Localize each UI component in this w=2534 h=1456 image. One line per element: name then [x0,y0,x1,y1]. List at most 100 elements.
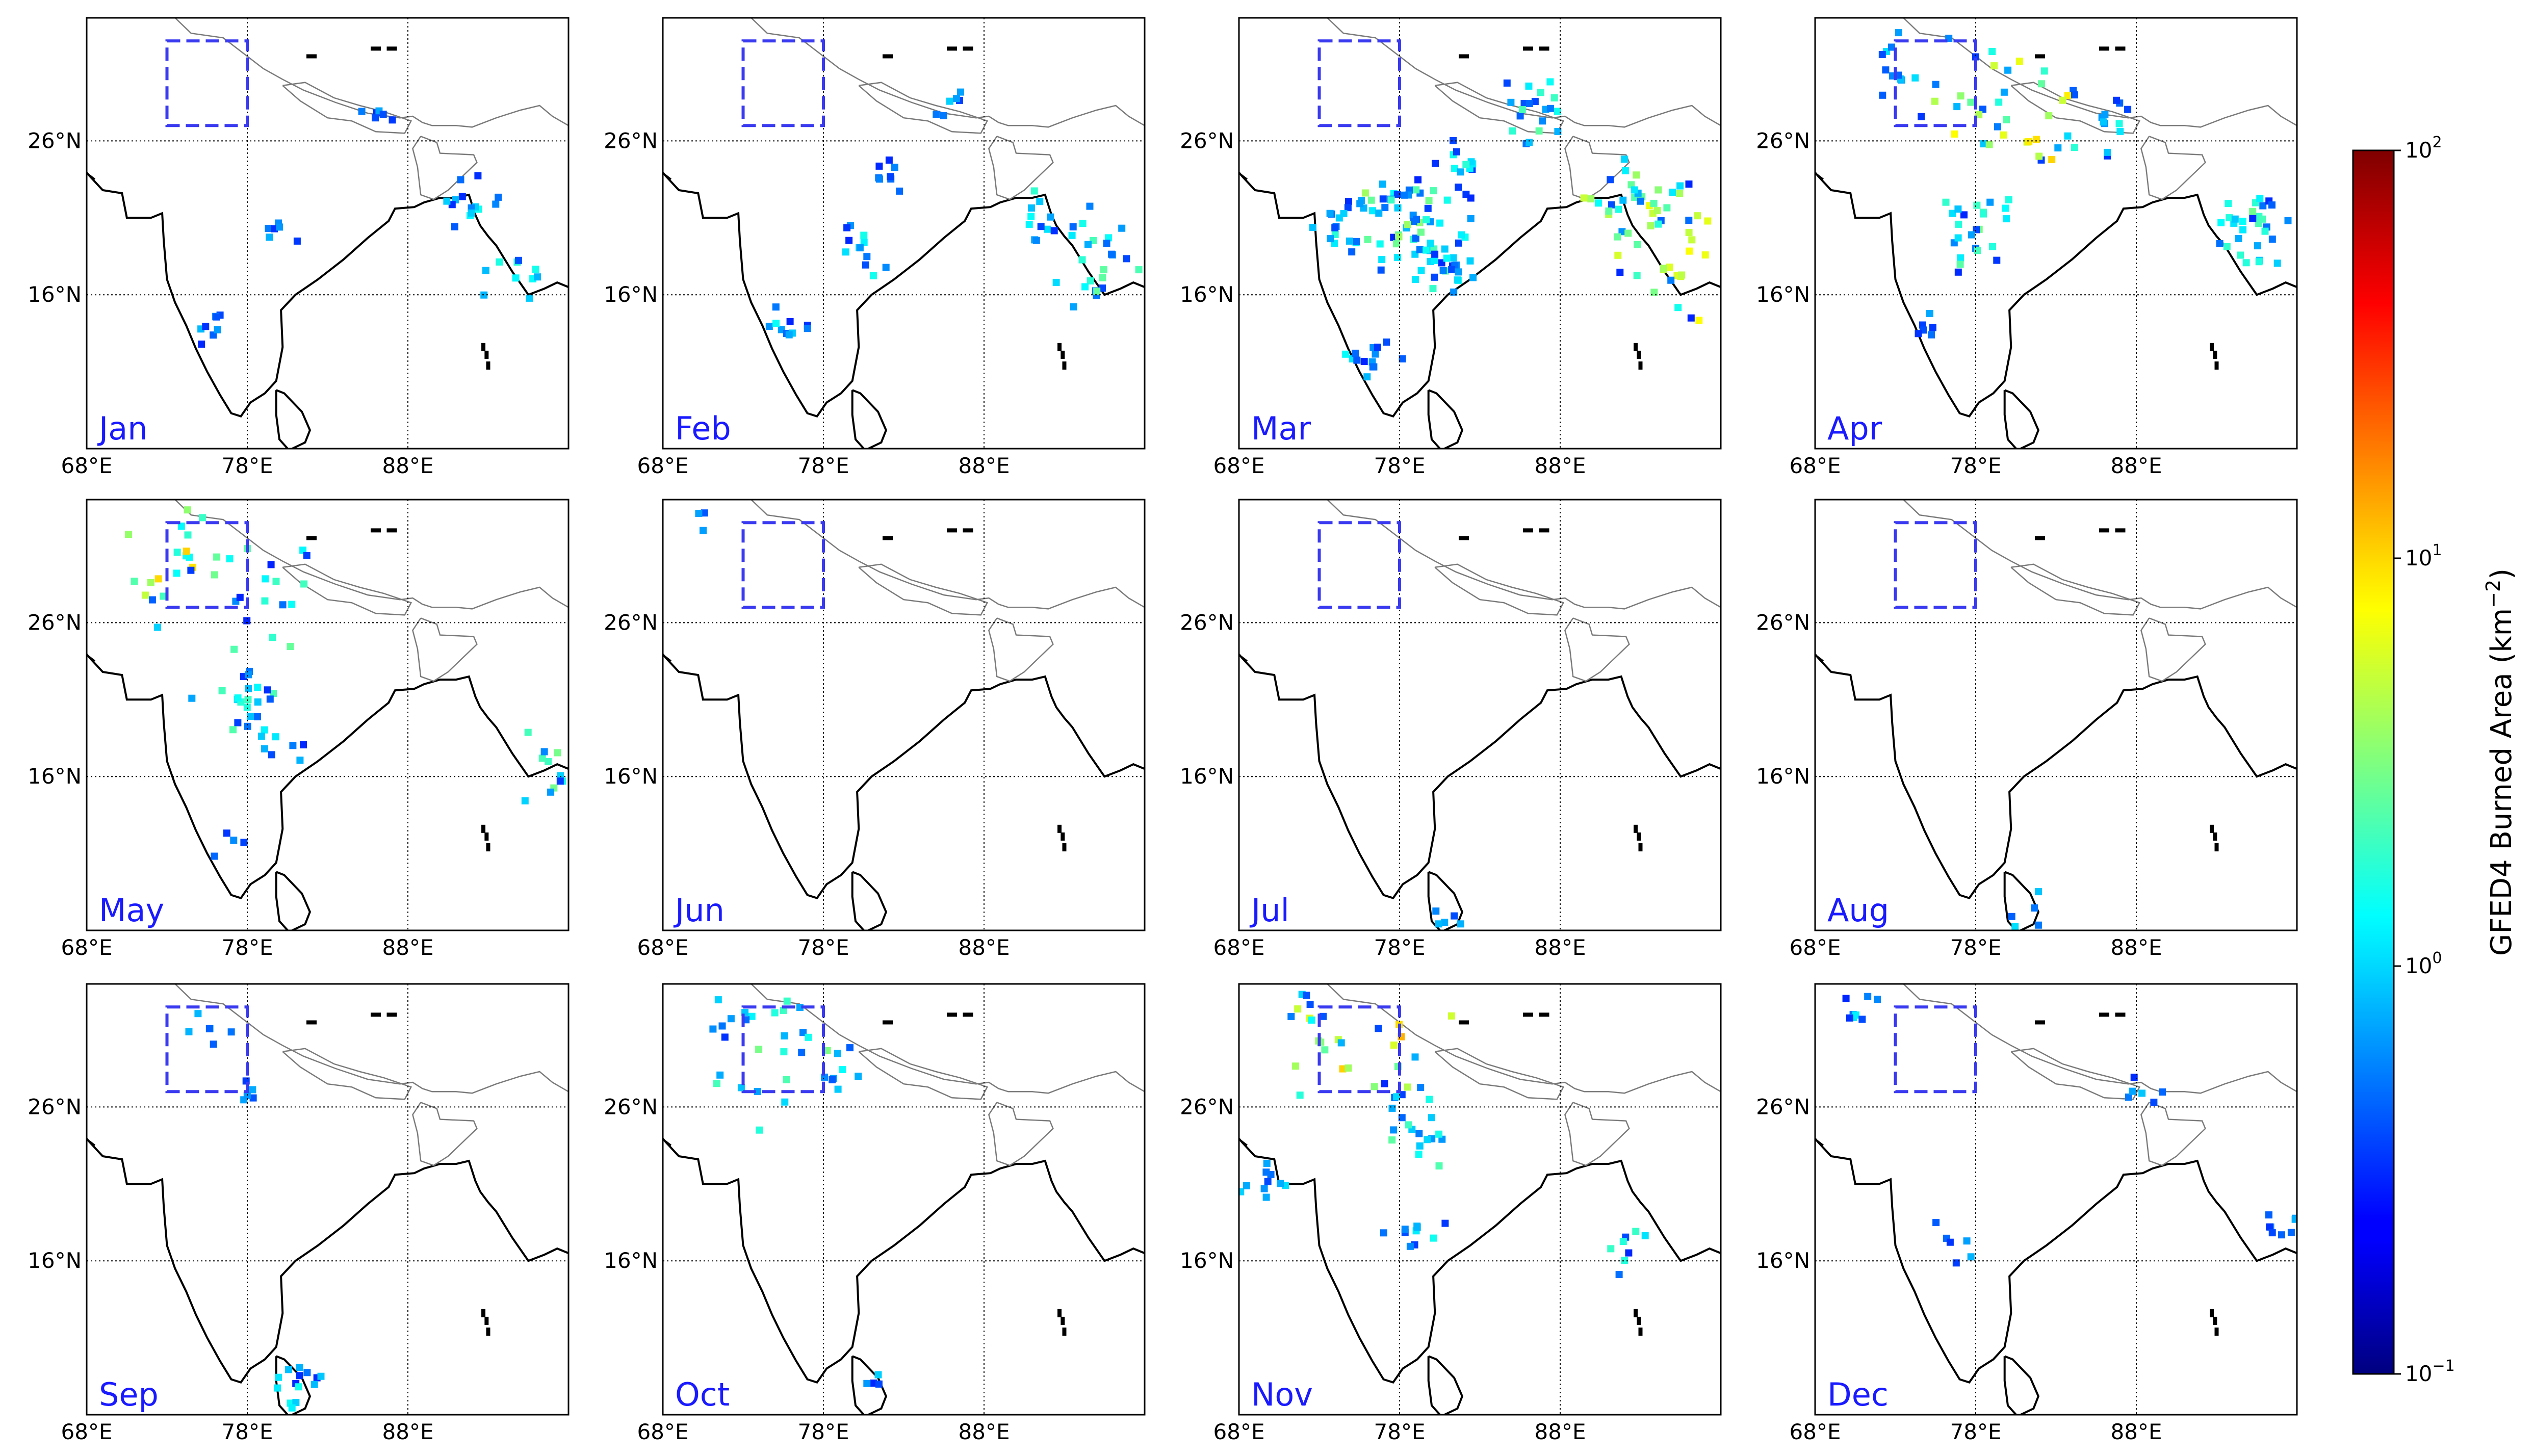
lat-tick-label: 26°N [1180,1094,1234,1119]
burned-pixel [842,248,849,256]
lon-tick-label: 68°E [637,1419,689,1444]
burned-pixel [1339,1065,1347,1073]
burned-pixel [1413,1224,1421,1231]
panel-frame [86,499,570,931]
burned-pixel [1625,1249,1633,1257]
month-label: Jul [1249,892,1289,929]
burned-pixel [236,593,244,601]
lat-tick-label: 16°N [1180,282,1234,307]
burned-pixel [1411,1053,1419,1061]
burned-pixel [780,1048,788,1056]
lake [2115,46,2126,51]
burned-pixel [1641,1232,1649,1239]
burned-pixel [1954,205,1962,213]
coastline [1239,1137,1721,1384]
study-region-box [165,521,249,609]
bangladesh-border [988,617,1054,682]
lake [1459,1020,1469,1025]
lon-tick-label: 68°E [1790,935,1841,960]
burned-pixel [1888,43,1895,51]
burned-pixel [1455,184,1462,191]
colorbar-tick-label: 101 [2405,541,2442,570]
burned-pixel [1404,221,1411,228]
burned-pixel [187,566,195,574]
burned-pixel [2217,219,2225,226]
burned-pixel [1654,186,1662,194]
burned-pixel [1451,165,1458,172]
burned-pixel [860,231,868,239]
burned-pixel [2268,236,2276,243]
burned-pixel [227,1028,235,1036]
lake [883,54,893,59]
burned-pixel [311,1381,318,1388]
panel-frame [1814,983,2298,1416]
burned-pixel [1099,284,1106,292]
burned-pixel [229,726,237,734]
lat-tick-label: 26°N [28,1094,82,1119]
burned-pixel [1123,255,1130,263]
burned-pixel [2235,235,2242,242]
colorbar-gradient [2352,149,2395,1375]
month-label: Feb [675,410,731,447]
burned-pixel [839,1066,846,1073]
burned-pixel [1554,108,1561,115]
burned-pixel [2259,202,2267,210]
burned-pixel [1044,225,1051,233]
colorbar: 102 101 100 10−1 GFED4 Burned Area (km−2) [2352,134,2518,1386]
burned-pixel [1660,265,1667,272]
burned-pixel [2048,156,2056,163]
burned-pixel [1414,176,1422,184]
burned-pixel [1078,256,1086,264]
coastline [1239,171,1721,418]
burned-pixel [1954,268,1962,276]
burned-pixel [1614,251,1622,259]
burned-pixel [1327,235,1334,243]
burned-pixel [1430,187,1437,195]
burned-pixel [748,1012,756,1020]
burned-pixel [358,108,366,115]
burned-pixel [1864,993,1872,1000]
burned-pixel [2237,251,2244,259]
country-border [751,18,1145,128]
burned-pixel [1469,274,1477,281]
burned-pixel [1027,213,1035,220]
burned-pixel [1374,344,1381,351]
burned-pixel [1932,1219,1940,1227]
bangladesh-border [1564,136,1630,200]
island [1061,1316,1065,1325]
lat-tick-label: 16°N [1756,1248,1810,1273]
burned-pixel [2265,1211,2272,1219]
burned-pixel [1539,117,1546,125]
burned-pixel [1379,180,1386,188]
burned-pixel [1663,204,1671,212]
burned-pixel [1376,240,1384,248]
burned-pixel [1428,1114,1435,1122]
burned-pixel [1503,79,1511,87]
burned-pixel [772,303,780,311]
burned-pixel [1441,1219,1449,1227]
bangladesh-border [412,1102,478,1166]
burned-pixel [2216,240,2223,247]
map-panel-oct: Oct 68°E 78°E 88°E 26°N 16°N [604,983,1146,1444]
burned-pixel [303,552,311,559]
burned-pixel [1424,204,1432,212]
bangladesh-border [412,136,478,200]
lat-tick-label: 16°N [28,1248,82,1273]
burned-pixel [1457,168,1464,176]
burned-pixel [1450,288,1458,296]
lake [1523,1012,1533,1017]
burned-pixel [863,1380,871,1387]
burned-pixel [946,97,953,105]
burned-pixel [245,685,252,692]
burned-pixel [1398,1114,1406,1122]
burned-pixel [211,852,218,860]
burned-pixel [1667,276,1675,284]
burned-pixel [1587,195,1595,203]
burned-pixel [1390,1126,1398,1134]
burned-pixel [2031,904,2038,912]
lon-tick-label: 68°E [1213,453,1265,478]
burned-pixel [1401,191,1408,199]
sri-lanka-coast [1427,1355,1464,1415]
burned-pixel [2040,67,2048,75]
lon-tick-label: 78°E [1950,1419,2002,1444]
